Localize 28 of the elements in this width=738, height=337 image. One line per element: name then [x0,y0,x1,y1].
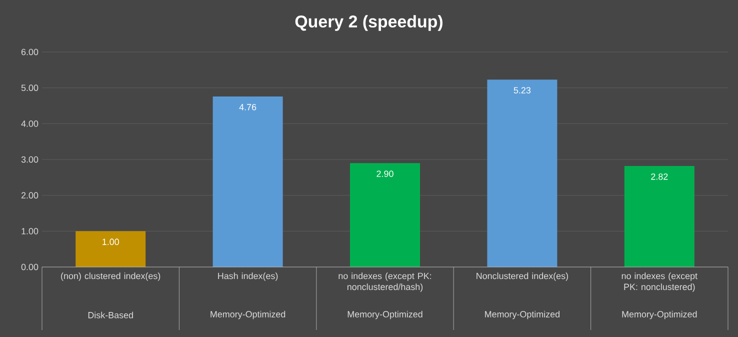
x-tick-label: no indexes (except PK: nonclustered) [622,272,698,292]
data-label: 1.00 [102,238,119,246]
text: Memory-Optimized [348,310,422,320]
chart-title: Query 2 (speedup) [295,15,442,31]
y-tick-label: 3.00 [21,156,38,163]
y-tick-label: 2.00 [21,192,38,199]
x-tick-label: no indexes (except PK: nonclustered/hash) [338,272,432,292]
y-tick-label: 5.00 [21,84,38,92]
x-tick-label: Nonclustered index(es) [476,272,568,281]
bar [624,166,694,267]
data-label: 2.90 [376,170,394,177]
text: Disk-Based [88,312,133,318]
y-tick-label: 1.00 [22,228,38,234]
x-tick-label: Hash index(es) [218,272,278,281]
text: Memory-Optimized [210,310,286,320]
x-tick-label: (non) clustered index(es) [61,272,160,281]
bar [350,163,420,267]
y-tick-label: 6.00 [21,48,38,56]
data-label: 2.82 [651,173,668,180]
data-label: 5.23 [514,87,531,94]
y-tick-label: 0.00 [21,264,38,270]
text: Memory-Optimized [485,310,560,320]
bar [212,96,283,267]
text: Memory-Optimized [622,310,697,320]
bar [487,80,558,267]
data-label: 4.76 [239,104,256,110]
bar [76,231,146,267]
y-tick-label: 4.00 [21,120,38,127]
